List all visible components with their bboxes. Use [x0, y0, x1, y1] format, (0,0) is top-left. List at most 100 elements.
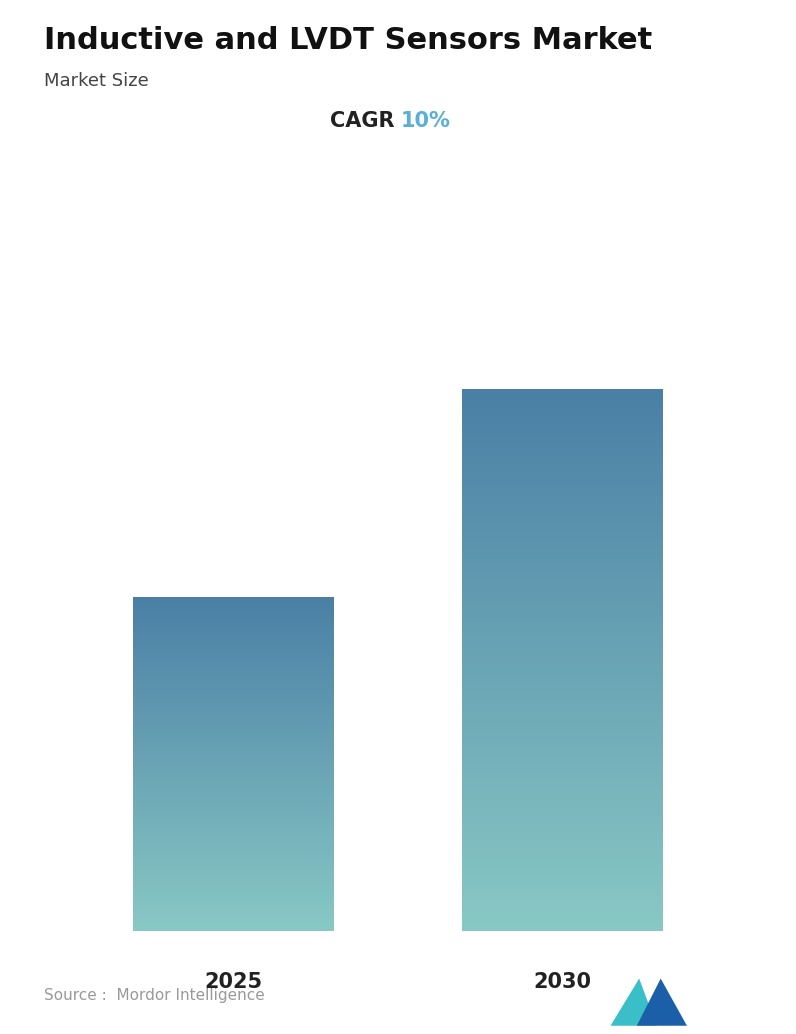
Bar: [462, 807, 663, 808]
Bar: [462, 680, 663, 681]
Bar: [462, 622, 663, 624]
Bar: [462, 921, 663, 922]
Bar: [462, 494, 663, 496]
Bar: [462, 475, 663, 476]
Bar: [462, 908, 663, 909]
Bar: [462, 746, 663, 747]
Bar: [462, 741, 663, 742]
Bar: [462, 882, 663, 883]
Bar: [462, 734, 663, 736]
Bar: [462, 916, 663, 917]
Bar: [462, 616, 663, 618]
Bar: [462, 914, 663, 916]
Bar: [462, 625, 663, 626]
Bar: [462, 506, 663, 507]
Bar: [462, 480, 663, 481]
Bar: [462, 751, 663, 752]
Bar: [462, 725, 663, 726]
Bar: [462, 448, 663, 449]
Bar: [462, 822, 663, 824]
Bar: [462, 771, 663, 772]
Bar: [462, 702, 663, 703]
Bar: [462, 752, 663, 754]
Bar: [462, 760, 663, 761]
Bar: [462, 397, 663, 399]
Bar: [462, 554, 663, 555]
Bar: [462, 520, 663, 522]
Bar: [462, 576, 663, 577]
Bar: [462, 658, 663, 659]
Bar: [462, 409, 663, 410]
Bar: [462, 404, 663, 405]
Bar: [462, 601, 663, 602]
Bar: [462, 484, 663, 485]
Bar: [462, 873, 663, 874]
Text: Market Size: Market Size: [44, 72, 149, 90]
Bar: [462, 391, 663, 392]
Bar: [462, 877, 663, 878]
Bar: [462, 860, 663, 861]
Bar: [462, 523, 663, 524]
Bar: [462, 789, 663, 790]
Bar: [462, 461, 663, 462]
Bar: [462, 739, 663, 741]
Bar: [462, 812, 663, 813]
Bar: [462, 887, 663, 888]
Bar: [462, 736, 663, 737]
Bar: [462, 549, 663, 550]
Bar: [462, 538, 663, 540]
Bar: [462, 603, 663, 605]
Bar: [462, 472, 663, 474]
Bar: [462, 803, 663, 804]
Bar: [462, 643, 663, 645]
Bar: [462, 589, 663, 590]
Text: Source :  Mordor Intelligence: Source : Mordor Intelligence: [44, 987, 264, 1003]
Bar: [462, 559, 663, 561]
Bar: [462, 920, 663, 921]
Bar: [462, 690, 663, 691]
Bar: [462, 527, 663, 528]
Bar: [462, 786, 663, 787]
Bar: [462, 476, 663, 477]
Bar: [462, 853, 663, 855]
Bar: [462, 641, 663, 642]
Bar: [462, 557, 663, 558]
Bar: [462, 408, 663, 409]
Bar: [462, 671, 663, 672]
Bar: [462, 607, 663, 608]
Bar: [462, 665, 663, 667]
Bar: [462, 514, 663, 515]
Bar: [462, 638, 663, 640]
Bar: [462, 888, 663, 890]
Bar: [462, 859, 663, 860]
Bar: [462, 676, 663, 677]
Bar: [462, 594, 663, 595]
Bar: [462, 465, 663, 466]
Bar: [462, 575, 663, 576]
Bar: [462, 462, 663, 463]
Bar: [462, 649, 663, 650]
Bar: [462, 636, 663, 637]
Bar: [462, 757, 663, 759]
Bar: [462, 865, 663, 866]
Bar: [462, 581, 663, 583]
Bar: [462, 402, 663, 404]
Bar: [462, 542, 663, 544]
Bar: [462, 424, 663, 426]
Bar: [462, 498, 663, 500]
Bar: [462, 488, 663, 489]
Bar: [462, 818, 663, 820]
Bar: [462, 469, 663, 470]
Bar: [462, 630, 663, 632]
Bar: [462, 619, 663, 620]
Bar: [462, 830, 663, 831]
Bar: [462, 863, 663, 864]
Bar: [462, 856, 663, 857]
Bar: [462, 431, 663, 432]
Bar: [462, 901, 663, 903]
Bar: [462, 444, 663, 445]
Bar: [462, 722, 663, 724]
Bar: [462, 782, 663, 783]
Bar: [462, 726, 663, 728]
Bar: [462, 794, 663, 795]
